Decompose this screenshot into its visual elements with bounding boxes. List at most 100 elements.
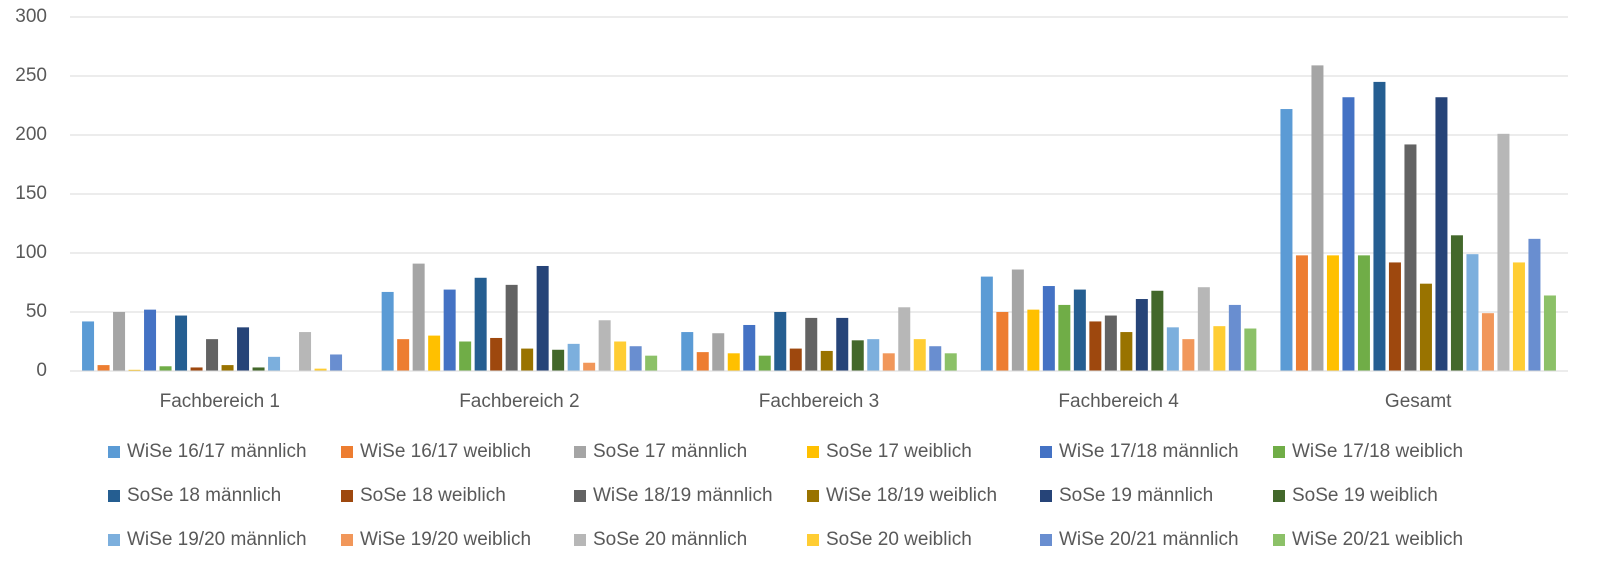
bar (1419, 283, 1432, 371)
bar (929, 346, 942, 371)
bar (1151, 290, 1164, 371)
bar (1388, 262, 1401, 371)
legend-swatch (807, 490, 819, 502)
bar (1342, 97, 1355, 372)
bar (598, 320, 611, 371)
legend-label: WiSe 18/19 männlich (593, 485, 773, 506)
legend-swatch (807, 446, 819, 458)
legend-swatch (1273, 446, 1285, 458)
legend-label: WiSe 18/19 weiblich (826, 485, 997, 506)
bar (314, 368, 327, 371)
bar (1182, 339, 1195, 371)
bar (1135, 299, 1148, 371)
legend-label: SoSe 17 weiblich (826, 441, 972, 462)
bar (727, 353, 740, 371)
bar (913, 339, 926, 371)
bar (944, 353, 957, 371)
bar (428, 335, 441, 371)
bar (159, 366, 172, 371)
bar (1497, 133, 1510, 371)
bar (397, 339, 410, 371)
bar (898, 307, 911, 371)
legend-label: SoSe 20 männlich (593, 529, 747, 550)
x-tick-label: Fachbereich 3 (759, 391, 879, 412)
bar (82, 321, 95, 371)
legend-label: WiSe 16/17 männlich (127, 441, 307, 462)
bar (474, 277, 487, 371)
bar (1244, 328, 1257, 371)
legend-swatch (341, 490, 353, 502)
bar (97, 365, 110, 371)
bar (330, 354, 343, 371)
bar (696, 352, 709, 371)
bar (1058, 304, 1071, 371)
legend-label: WiSe 16/17 weiblich (360, 441, 531, 462)
bar (206, 339, 219, 371)
bar (552, 349, 565, 371)
bar (1073, 289, 1086, 371)
legend-swatch (108, 490, 120, 502)
bar (1295, 255, 1308, 371)
y-tick-label: 100 (15, 242, 47, 263)
bar (1404, 144, 1417, 371)
bar (996, 312, 1009, 371)
bar (567, 343, 580, 371)
bar (1435, 97, 1448, 372)
y-tick-label: 300 (15, 6, 47, 27)
bar (1543, 295, 1556, 371)
bar (190, 367, 203, 371)
bar (583, 362, 596, 371)
bar (614, 341, 627, 371)
legend-swatch (574, 534, 586, 546)
bar (1528, 238, 1541, 371)
bar (1357, 255, 1370, 371)
legend-label: SoSe 19 weiblich (1292, 485, 1438, 506)
legend-swatch (108, 534, 120, 546)
bar (505, 284, 518, 371)
bar (381, 291, 394, 371)
bar (268, 356, 281, 371)
bar (1042, 286, 1055, 371)
bar (1466, 254, 1479, 371)
legend-label: WiSe 17/18 weiblich (1292, 441, 1463, 462)
bar (980, 276, 993, 371)
legend-swatch (574, 446, 586, 458)
y-tick-label: 250 (15, 65, 47, 86)
legend-swatch (1040, 490, 1052, 502)
bar (836, 317, 849, 371)
bar (521, 348, 534, 371)
bar (820, 350, 833, 371)
legend-swatch (574, 490, 586, 502)
legend-swatch (807, 534, 819, 546)
legend-swatch (341, 446, 353, 458)
legend-swatch (341, 534, 353, 546)
y-tick-label: 0 (36, 360, 47, 381)
bar (128, 369, 141, 371)
bar (1326, 255, 1339, 371)
bar (1089, 321, 1102, 371)
bar (774, 312, 787, 371)
legend-label: WiSe 20/21 männlich (1059, 529, 1239, 550)
bar (1104, 315, 1117, 371)
legend-label: SoSe 17 männlich (593, 441, 747, 462)
bar (175, 315, 188, 371)
bar (113, 312, 126, 371)
bar (1311, 65, 1324, 371)
bar (789, 348, 802, 371)
bar (490, 337, 503, 371)
legend-label: SoSe 19 männlich (1059, 485, 1213, 506)
bar (459, 341, 472, 371)
bar (712, 333, 725, 371)
bar (412, 263, 425, 371)
legend-swatch (1040, 534, 1052, 546)
bar (743, 324, 756, 371)
bar (252, 367, 265, 371)
legend-swatch (1273, 490, 1285, 502)
legend-label: WiSe 19/20 weiblich (360, 529, 531, 550)
bar (1481, 313, 1494, 371)
y-tick-label: 150 (15, 183, 47, 204)
bar (851, 340, 864, 371)
bar (237, 327, 250, 371)
legend-label: SoSe 20 weiblich (826, 529, 972, 550)
